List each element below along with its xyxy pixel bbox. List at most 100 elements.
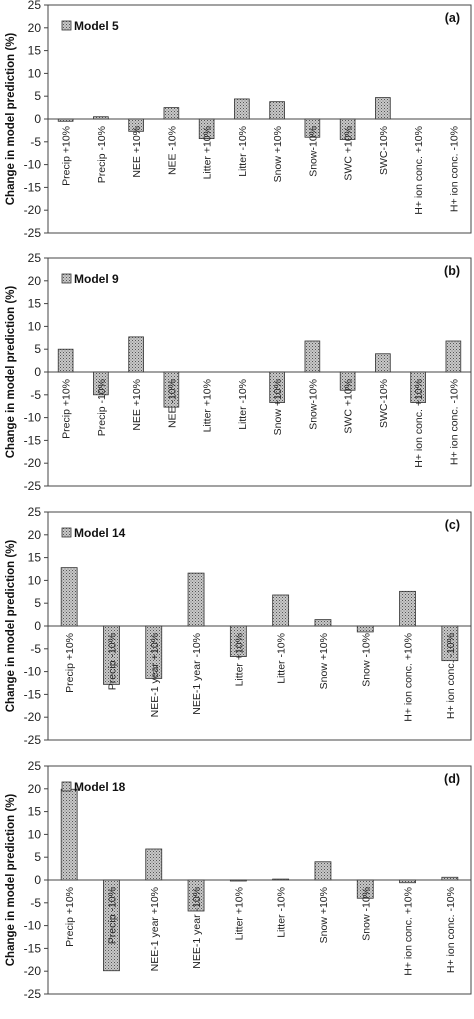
y-tick-label: -15 (24, 941, 42, 955)
y-tick-label: 5 (34, 342, 41, 356)
category-label: Litter +10% (202, 379, 214, 432)
bar (356, 879, 374, 899)
category-label: Precip +10% (64, 633, 76, 693)
bar (445, 340, 462, 373)
category-label: NEE +10% (131, 126, 143, 178)
bar (198, 118, 215, 140)
y-tick-label: 5 (34, 89, 41, 103)
y-tick-label: -5 (30, 135, 41, 149)
legend-label: Model 18 (74, 780, 126, 794)
y-tick-label: 15 (28, 551, 42, 565)
bar (304, 340, 321, 373)
bar (314, 619, 332, 627)
bar (269, 101, 285, 120)
bar (57, 118, 74, 122)
category-label: Precip -10% (106, 633, 118, 690)
bar (410, 371, 426, 403)
bar (272, 594, 290, 627)
y-tick-label: -25 (24, 733, 42, 747)
y-tick-label: -10 (24, 919, 42, 933)
category-label: NEE -10% (166, 126, 178, 175)
category-label: H+ ion conc. -10% (448, 126, 460, 212)
y-tick-label: 10 (28, 66, 42, 80)
bar (339, 371, 356, 391)
category-label: Litter +10% (233, 887, 245, 940)
y-tick-label: 10 (28, 827, 42, 841)
y-tick-label: 25 (28, 505, 42, 519)
bar (229, 879, 247, 882)
y-tick-label: -25 (24, 987, 42, 1001)
bar (272, 878, 290, 881)
bar (399, 590, 416, 627)
y-tick-label: -15 (24, 180, 42, 194)
bar (229, 625, 247, 657)
category-label: H+ ion conc. +10% (403, 887, 415, 976)
legend-label: Model 9 (74, 272, 119, 286)
chart-panel-1: 25 20 15 10 5 0 -5 -10 -15 -20 -25 Change in model … (5, 0, 472, 240)
category-label: H+ ion conc. -10% (445, 633, 457, 719)
category-label: H+ ion conc. +10% (413, 126, 425, 215)
category-label: Precip +10% (61, 379, 73, 439)
bar (304, 118, 321, 138)
y-axis-label: Change in model prediction (%) (5, 286, 17, 459)
y-axis-label: Change in model prediction (%) (5, 540, 17, 713)
bar (103, 625, 120, 685)
y-tick-label: -15 (24, 687, 42, 701)
category-label: Snow -10% (360, 887, 372, 941)
category-label: Snow +10% (318, 887, 330, 943)
category-label: Precip -10% (96, 126, 108, 183)
y-tick-label: 15 (28, 805, 42, 819)
chart-panel-4: 25 20 15 10 5 0 -5 -10 -15 -20 -25 Change in model … (5, 759, 472, 1001)
bar (93, 116, 109, 120)
y-tick-label: 0 (34, 619, 41, 633)
category-label: H+ ion conc. -10% (448, 379, 460, 465)
bar (60, 788, 78, 881)
bar (441, 625, 459, 662)
category-label: SWC +10% (343, 379, 355, 434)
y-tick-label: 25 (28, 0, 42, 12)
bar (234, 98, 250, 120)
y-tick-label: 10 (28, 573, 42, 587)
y-tick-label: 10 (28, 319, 42, 333)
y-axis-label: Change in model prediction (%) (5, 33, 17, 206)
category-label: Litter -10% (237, 379, 249, 430)
y-tick-label: -25 (24, 479, 42, 493)
y-tick-label: -5 (30, 642, 41, 656)
y-tick-label: -25 (24, 226, 42, 240)
y-tick-label: 5 (34, 850, 41, 864)
bar (441, 876, 459, 881)
y-tick-label: -20 (24, 964, 42, 978)
y-tick-label: 5 (34, 596, 41, 610)
y-tick-label: 20 (28, 528, 42, 542)
category-label: NEE -10% (166, 379, 178, 428)
category-label: Snow +10% (318, 633, 330, 689)
category-label: Snow-10% (307, 379, 319, 430)
category-label: Snow -10% (360, 633, 372, 687)
category-label: H+ ion conc. -10% (445, 887, 457, 973)
category-label: SWC-10% (378, 126, 390, 175)
y-tick-label: -20 (24, 456, 42, 470)
y-tick-label: -10 (24, 158, 42, 172)
legend-swatch (61, 781, 72, 792)
legend-swatch (61, 527, 72, 538)
y-tick-label: -10 (24, 665, 42, 679)
y-tick-label: 20 (28, 21, 42, 35)
y-tick-label: 0 (34, 365, 41, 379)
bar (60, 567, 78, 627)
bar (103, 879, 120, 972)
category-label: NEE-1 year +10% (149, 887, 161, 971)
panel-label: (c) (445, 518, 460, 532)
chart-panel-2: 25 20 15 10 5 0 -5 -10 -15 -20 -25 Change in model … (5, 251, 472, 493)
bar (375, 97, 391, 120)
y-axis-label: Change in model prediction (%) (5, 794, 17, 967)
category-label: Litter +10% (202, 126, 214, 179)
legend-swatch (61, 273, 72, 284)
y-tick-label: -20 (24, 203, 42, 217)
y-tick-label: 0 (34, 873, 41, 887)
category-label: H+ ion conc. +10% (403, 633, 415, 722)
category-label: Precip -10% (106, 887, 118, 944)
y-tick-label: -5 (30, 896, 41, 910)
legend-label: Model 5 (74, 19, 119, 33)
